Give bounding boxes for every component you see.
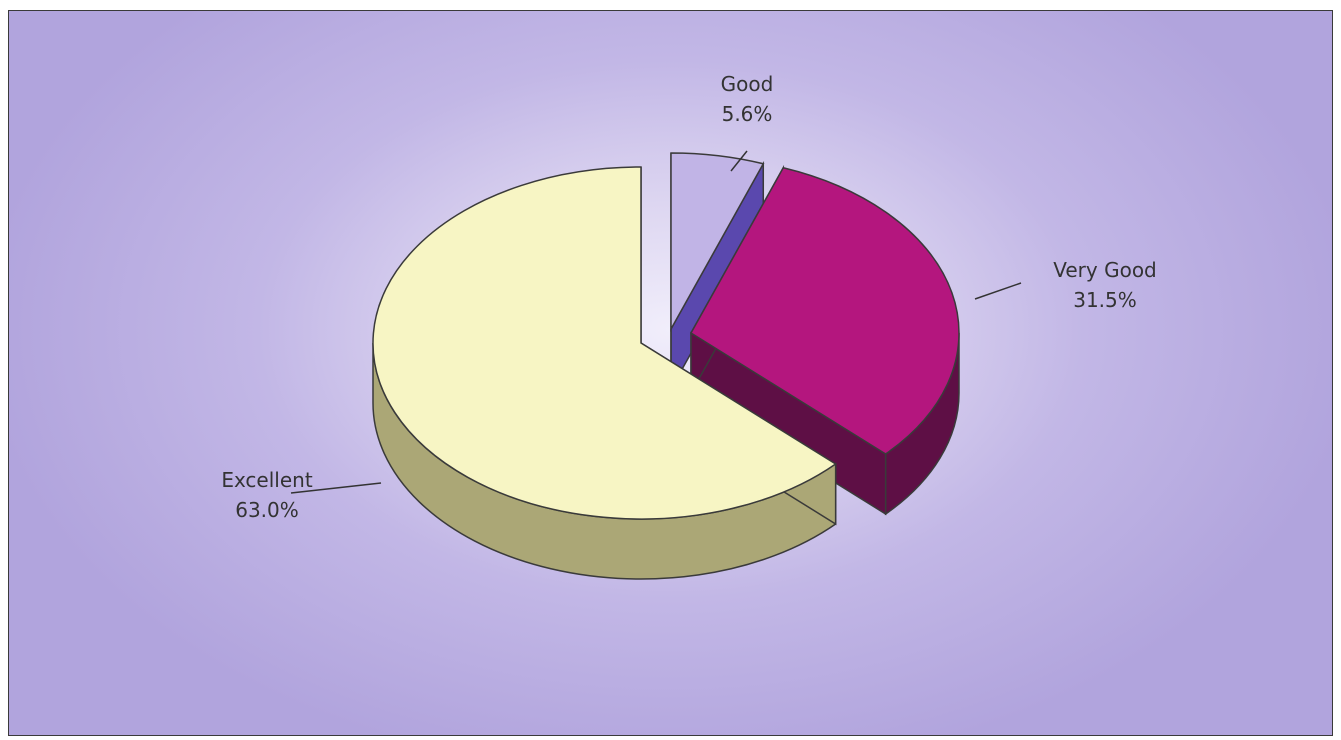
slice-label-excellent: Excellent bbox=[221, 468, 313, 492]
label-leaders bbox=[290, 150, 1022, 494]
chart-frame: Excellent 63.0% Good 5.6% Very Good 31.5… bbox=[8, 10, 1333, 736]
leader-line-good bbox=[730, 150, 748, 172]
slice-value-excellent: 63.0% bbox=[235, 498, 299, 522]
slice-value-good: 5.6% bbox=[722, 102, 773, 126]
slice-value-very-good: 31.5% bbox=[1073, 288, 1137, 312]
slice-good bbox=[670, 152, 765, 332]
pie-chart: Excellent 63.0% Good 5.6% Very Good 31.5… bbox=[221, 72, 1157, 580]
slice-label-good: Good bbox=[721, 72, 774, 96]
leader-line-excellent bbox=[290, 482, 382, 494]
slice-label-very-good: Very Good bbox=[1053, 258, 1157, 282]
slice-excellent bbox=[372, 166, 838, 520]
leader-line-very-good bbox=[974, 282, 1022, 300]
slice-very-good bbox=[689, 166, 960, 455]
slice-labels: Excellent 63.0% Good 5.6% Very Good 31.5… bbox=[221, 72, 1156, 522]
pie-tops bbox=[372, 152, 960, 520]
